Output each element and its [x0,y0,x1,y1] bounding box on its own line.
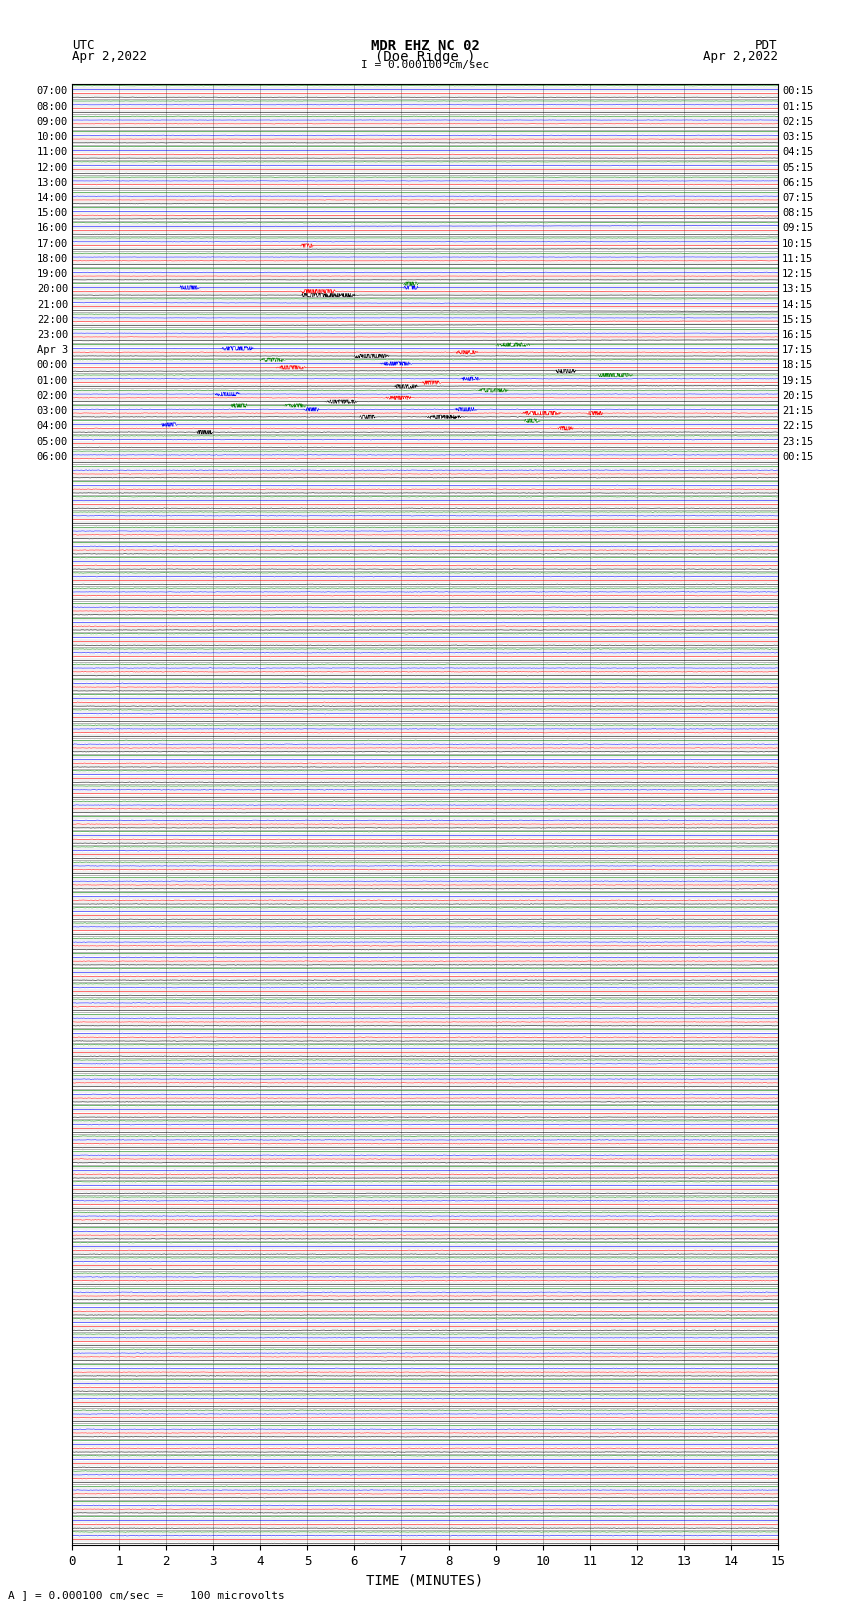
Text: 20:00: 20:00 [37,284,68,295]
Text: 03:15: 03:15 [782,132,813,142]
Text: 10:15: 10:15 [782,239,813,248]
Text: 10:00: 10:00 [37,132,68,142]
Text: 00:00: 00:00 [37,360,68,371]
Text: 07:00: 07:00 [37,87,68,97]
Text: Apr 3: Apr 3 [37,345,68,355]
Text: 06:00: 06:00 [37,452,68,461]
Text: A ] = 0.000100 cm/sec =    100 microvolts: A ] = 0.000100 cm/sec = 100 microvolts [8,1590,286,1600]
Text: 05:15: 05:15 [782,163,813,173]
Text: 15:00: 15:00 [37,208,68,218]
Text: 22:15: 22:15 [782,421,813,431]
Text: 07:15: 07:15 [782,194,813,203]
Text: 08:15: 08:15 [782,208,813,218]
Text: Apr 2,2022: Apr 2,2022 [72,50,147,63]
Text: 23:15: 23:15 [782,437,813,447]
Text: MDR EHZ NC 02: MDR EHZ NC 02 [371,39,479,53]
X-axis label: TIME (MINUTES): TIME (MINUTES) [366,1574,484,1587]
Text: 17:00: 17:00 [37,239,68,248]
Text: Apr 2,2022: Apr 2,2022 [703,50,778,63]
Text: 09:00: 09:00 [37,116,68,127]
Text: 20:15: 20:15 [782,390,813,402]
Text: 15:15: 15:15 [782,315,813,324]
Text: 13:00: 13:00 [37,177,68,187]
Text: PDT: PDT [756,39,778,52]
Text: 12:15: 12:15 [782,269,813,279]
Text: 18:00: 18:00 [37,253,68,265]
Text: 02:00: 02:00 [37,390,68,402]
Text: 04:15: 04:15 [782,147,813,158]
Text: 17:15: 17:15 [782,345,813,355]
Text: 14:15: 14:15 [782,300,813,310]
Text: 16:15: 16:15 [782,331,813,340]
Text: 11:00: 11:00 [37,147,68,158]
Text: 12:00: 12:00 [37,163,68,173]
Text: 16:00: 16:00 [37,224,68,234]
Text: 02:15: 02:15 [782,116,813,127]
Text: 23:00: 23:00 [37,331,68,340]
Text: 14:00: 14:00 [37,194,68,203]
Text: 21:00: 21:00 [37,300,68,310]
Text: 00:15: 00:15 [782,87,813,97]
Text: 01:15: 01:15 [782,102,813,111]
Text: I = 0.000100 cm/sec: I = 0.000100 cm/sec [361,60,489,69]
Text: 18:15: 18:15 [782,360,813,371]
Text: 06:15: 06:15 [782,177,813,187]
Text: 11:15: 11:15 [782,253,813,265]
Text: 05:00: 05:00 [37,437,68,447]
Text: 19:15: 19:15 [782,376,813,386]
Text: 13:15: 13:15 [782,284,813,295]
Text: UTC: UTC [72,39,94,52]
Text: 09:15: 09:15 [782,224,813,234]
Text: 08:00: 08:00 [37,102,68,111]
Text: 22:00: 22:00 [37,315,68,324]
Text: 21:15: 21:15 [782,406,813,416]
Text: (Doe Ridge ): (Doe Ridge ) [375,50,475,65]
Text: 03:00: 03:00 [37,406,68,416]
Text: 19:00: 19:00 [37,269,68,279]
Text: 04:00: 04:00 [37,421,68,431]
Text: 01:00: 01:00 [37,376,68,386]
Text: 00:15: 00:15 [782,452,813,461]
